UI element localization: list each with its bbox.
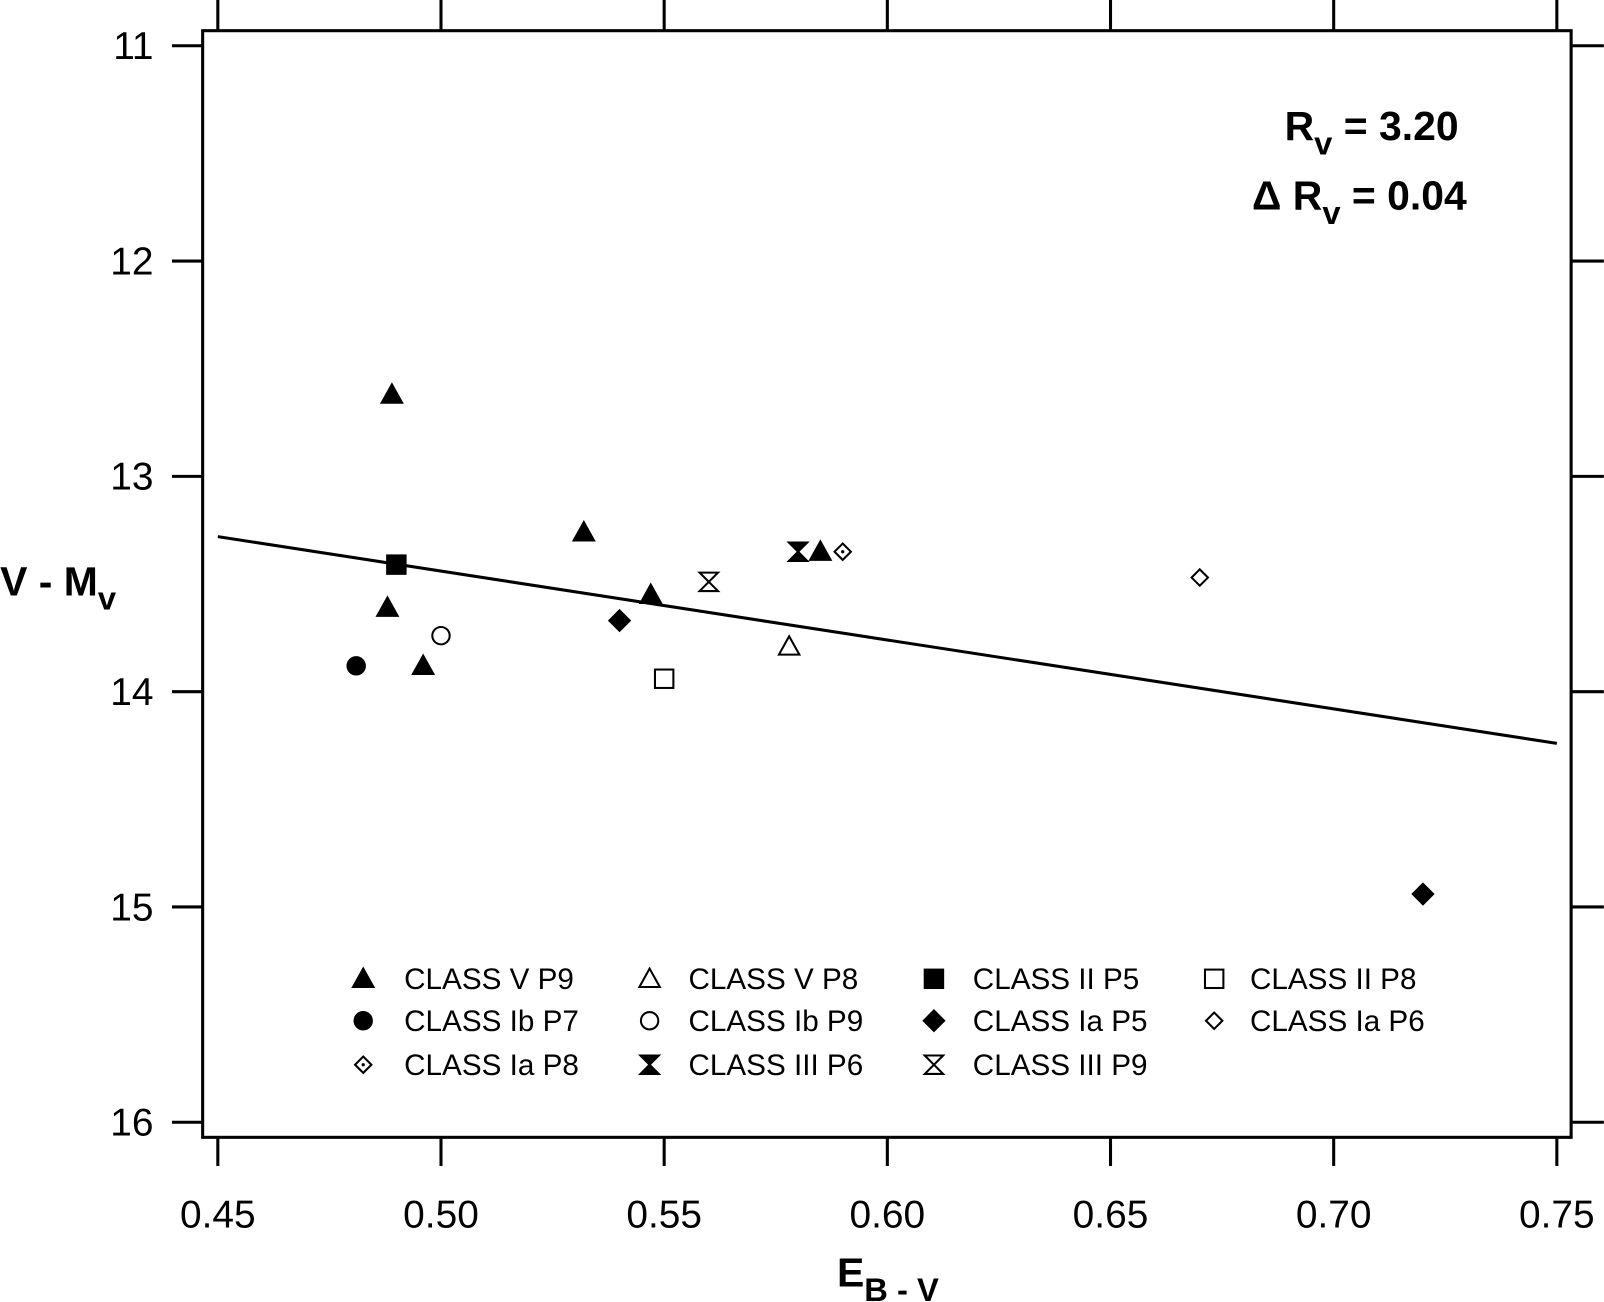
- fit-line: [217, 535, 1558, 745]
- legend-text: CLASS Ib P9: [688, 1005, 863, 1038]
- scatter-point: [1411, 882, 1435, 906]
- annotation-part: v: [1322, 194, 1341, 231]
- x-tick-label: 0.65: [1073, 1193, 1149, 1236]
- scatter-point: [379, 382, 404, 404]
- y-axis-label: V - Mv: [0, 558, 117, 616]
- scatter-point: [375, 595, 400, 617]
- marker-shape: [777, 634, 802, 656]
- x-tick-label: 0.55: [626, 1193, 702, 1236]
- legend-text: CLASS Ib P7: [404, 1005, 579, 1038]
- scatter-point: [1190, 567, 1210, 588]
- legend-marker: [351, 966, 376, 989]
- marker-shape: [638, 582, 663, 604]
- x-tick-label: 0.50: [403, 1193, 479, 1236]
- scatter-point: [833, 542, 853, 562]
- scatter-point: [386, 554, 407, 575]
- x-tick-label: 0.75: [1519, 1193, 1595, 1236]
- y-tick-label: 11: [113, 25, 153, 68]
- marker-shape: [379, 382, 404, 404]
- annotation-part: Δ: [1252, 173, 1293, 219]
- marker-shape: [571, 520, 596, 542]
- scatter-point: [808, 539, 833, 561]
- legend-text: CLASS Ia P6: [1250, 1005, 1425, 1038]
- marker-dot: [841, 550, 845, 554]
- annotation-part: v: [1314, 124, 1333, 161]
- legend-marker: [637, 966, 662, 989]
- annotation-part: R: [1285, 103, 1315, 149]
- scatter-point: [697, 571, 721, 593]
- legend-marker: [922, 1054, 946, 1075]
- marker-shape: [922, 1054, 946, 1075]
- annotation-part: = 0.04: [1341, 173, 1467, 219]
- marker-dot: [361, 1063, 365, 1067]
- scatter-point: [653, 668, 675, 689]
- scatter-point: [411, 653, 436, 676]
- annotation: Rv = 3.20: [1285, 103, 1459, 161]
- x-tick-label: 0.45: [180, 1193, 256, 1236]
- marker-shape: [923, 968, 945, 990]
- legend-text: CLASS Ia P5: [973, 1005, 1148, 1038]
- legend-marker: [639, 1011, 660, 1031]
- marker-shape: [346, 656, 366, 676]
- legend-text: CLASS V P8: [688, 963, 858, 996]
- scatter-point: [638, 582, 663, 604]
- marker-shape: [637, 966, 662, 989]
- scatter-point: [571, 520, 596, 542]
- marker-shape: [351, 966, 376, 989]
- marker-shape: [1204, 1011, 1224, 1031]
- y-axis-label-part: v: [98, 580, 117, 617]
- annotation-part: = 3.20: [1332, 103, 1458, 149]
- annotation: Δ Rv = 0.04: [1252, 173, 1467, 231]
- marker-shape: [411, 653, 436, 676]
- marker-shape: [607, 608, 632, 633]
- marker-shape: [808, 539, 833, 561]
- scatter-point: [786, 541, 810, 562]
- marker-shape: [637, 1054, 662, 1075]
- annotation-part: R: [1293, 173, 1323, 219]
- scatter-point: [777, 634, 802, 656]
- legend-text: CLASS Ia P8: [404, 1049, 579, 1082]
- scatter-point: [431, 625, 451, 646]
- marker-shape: [375, 595, 400, 617]
- marker-shape: [386, 554, 407, 575]
- legend-text: CLASS II P5: [973, 963, 1139, 996]
- y-tick-label: 12: [110, 240, 153, 283]
- legend-marker: [922, 1009, 946, 1033]
- marker-shape: [639, 1011, 660, 1031]
- x-tick-label: 0.60: [850, 1193, 926, 1236]
- marker-shape: [1190, 567, 1210, 588]
- marker-shape: [1203, 968, 1225, 990]
- marker-shape: [353, 1011, 373, 1031]
- x-axis-label: EB - V: [837, 1250, 939, 1302]
- y-tick-label: 16: [110, 1102, 153, 1145]
- scatter-point: [346, 656, 366, 676]
- legend-text: CLASS V P9: [404, 963, 574, 996]
- y-tick-label: 15: [110, 886, 153, 929]
- legend-marker: [637, 1054, 662, 1075]
- legend-marker: [353, 1055, 373, 1075]
- marker-shape: [922, 1009, 946, 1033]
- x-axis-label-part: B - V: [864, 1271, 939, 1302]
- y-axis-label-part: V - M: [0, 558, 98, 604]
- marker-shape: [697, 571, 721, 593]
- legend-marker: [1204, 1011, 1224, 1031]
- legend-marker: [353, 1011, 373, 1031]
- y-tick-label: 14: [110, 671, 153, 714]
- legend-marker: [1203, 968, 1225, 990]
- legend-text: CLASS II P8: [1250, 963, 1416, 996]
- x-tick-label: 0.70: [1296, 1193, 1372, 1236]
- marker-shape: [431, 625, 451, 646]
- scatter-point: [607, 608, 632, 633]
- y-tick-label: 13: [110, 456, 153, 499]
- legend-text: CLASS III P9: [973, 1049, 1148, 1082]
- marker-shape: [653, 668, 675, 689]
- legend-marker: [923, 968, 945, 990]
- marker-shape: [1411, 882, 1435, 906]
- legend-text: CLASS III P6: [688, 1049, 863, 1082]
- marker-shape: [786, 541, 810, 562]
- x-axis-label-part: E: [837, 1250, 864, 1296]
